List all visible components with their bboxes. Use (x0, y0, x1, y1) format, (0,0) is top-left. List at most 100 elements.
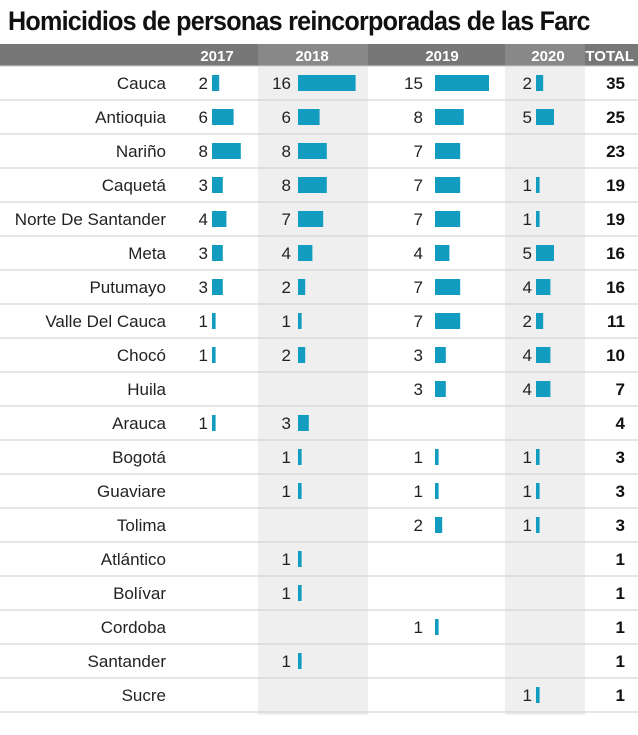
row-label: Santander (88, 652, 167, 671)
bar (536, 245, 554, 261)
column-shade-header (505, 44, 585, 66)
bar (536, 483, 540, 499)
value-label: 7 (414, 278, 423, 297)
row-label: Huila (127, 380, 166, 399)
bar (212, 245, 223, 261)
bar (298, 483, 302, 499)
row-label: Valle Del Cauca (45, 312, 166, 331)
chart-title: Homicidios de personas reincorporadas de… (8, 6, 590, 36)
value-label: 1 (523, 448, 532, 467)
bar (298, 449, 302, 465)
value-label: 6 (199, 108, 208, 127)
row-label: Bolívar (113, 584, 166, 603)
bar (435, 517, 443, 533)
bar (298, 347, 306, 363)
total-value: 25 (606, 108, 625, 127)
bar (298, 415, 309, 431)
total-value: 23 (606, 142, 625, 161)
row-label: Arauca (112, 414, 166, 433)
value-label: 1 (414, 448, 423, 467)
value-label: 1 (414, 618, 423, 637)
bar (298, 109, 320, 125)
total-value: 16 (606, 278, 625, 297)
bar (212, 109, 234, 125)
value-label: 1 (282, 550, 291, 569)
bar (435, 483, 439, 499)
value-label: 1 (523, 686, 532, 705)
bar (435, 143, 461, 159)
value-label: 6 (282, 108, 291, 127)
total-value: 4 (616, 414, 626, 433)
value-label: 2 (523, 312, 532, 331)
value-label: 7 (414, 210, 423, 229)
value-label: 7 (414, 312, 423, 331)
bar (536, 177, 540, 193)
bar (212, 143, 241, 159)
value-label: 4 (199, 210, 208, 229)
bar (212, 279, 223, 295)
total-value: 3 (616, 482, 625, 501)
total-value: 1 (616, 686, 625, 705)
value-label: 8 (199, 142, 208, 161)
bar (298, 177, 327, 193)
bar (435, 313, 461, 329)
value-label: 1 (523, 482, 532, 501)
bar (435, 109, 464, 125)
value-label: 2 (282, 278, 291, 297)
value-label: 8 (282, 176, 291, 195)
value-label: 1 (282, 312, 291, 331)
bar (435, 619, 439, 635)
value-label: 3 (199, 244, 208, 263)
value-label: 3 (199, 176, 208, 195)
row-label: Putumayo (89, 278, 166, 297)
total-value: 19 (606, 210, 625, 229)
value-label: 7 (282, 210, 291, 229)
bar (536, 75, 544, 91)
bar (212, 347, 216, 363)
total-value: 1 (616, 584, 625, 603)
row-label: Cordoba (101, 618, 167, 637)
value-label: 3 (199, 278, 208, 297)
column-shade (505, 44, 585, 715)
value-label: 1 (282, 482, 291, 501)
bar (298, 653, 302, 669)
bar (298, 211, 324, 227)
total-value: 1 (616, 618, 625, 637)
bar (435, 279, 461, 295)
column-shade-header (258, 44, 368, 66)
column-header-2018: 2018 (295, 48, 328, 65)
bar (298, 279, 306, 295)
column-header-2020: 2020 (531, 48, 564, 65)
value-label: 4 (414, 244, 423, 263)
bar (536, 517, 540, 533)
total-header: TOTAL (585, 48, 634, 65)
row-label: Chocó (117, 346, 166, 365)
row-label: Cauca (117, 74, 167, 93)
bar (435, 245, 450, 261)
row-label: Meta (128, 244, 166, 263)
value-label: 3 (282, 414, 291, 433)
value-label: 1 (199, 346, 208, 365)
total-value: 35 (606, 74, 625, 93)
value-label: 8 (414, 108, 423, 127)
value-label: 1 (282, 652, 291, 671)
value-label: 1 (523, 210, 532, 229)
bar (536, 381, 551, 397)
total-value: 3 (616, 516, 625, 535)
total-value: 7 (616, 380, 625, 399)
value-label: 2 (199, 74, 208, 93)
value-label: 1 (414, 482, 423, 501)
value-label: 4 (282, 244, 291, 263)
value-label: 8 (282, 142, 291, 161)
value-label: 7 (414, 142, 423, 161)
value-label: 5 (523, 244, 532, 263)
row-label: Atlántico (101, 550, 166, 569)
total-value: 10 (606, 346, 625, 365)
value-label: 2 (523, 74, 532, 93)
bar (212, 177, 223, 193)
bar (298, 585, 302, 601)
value-label: 1 (523, 176, 532, 195)
value-label: 3 (414, 380, 423, 399)
bar (298, 313, 302, 329)
row-label: Guaviare (97, 482, 166, 501)
